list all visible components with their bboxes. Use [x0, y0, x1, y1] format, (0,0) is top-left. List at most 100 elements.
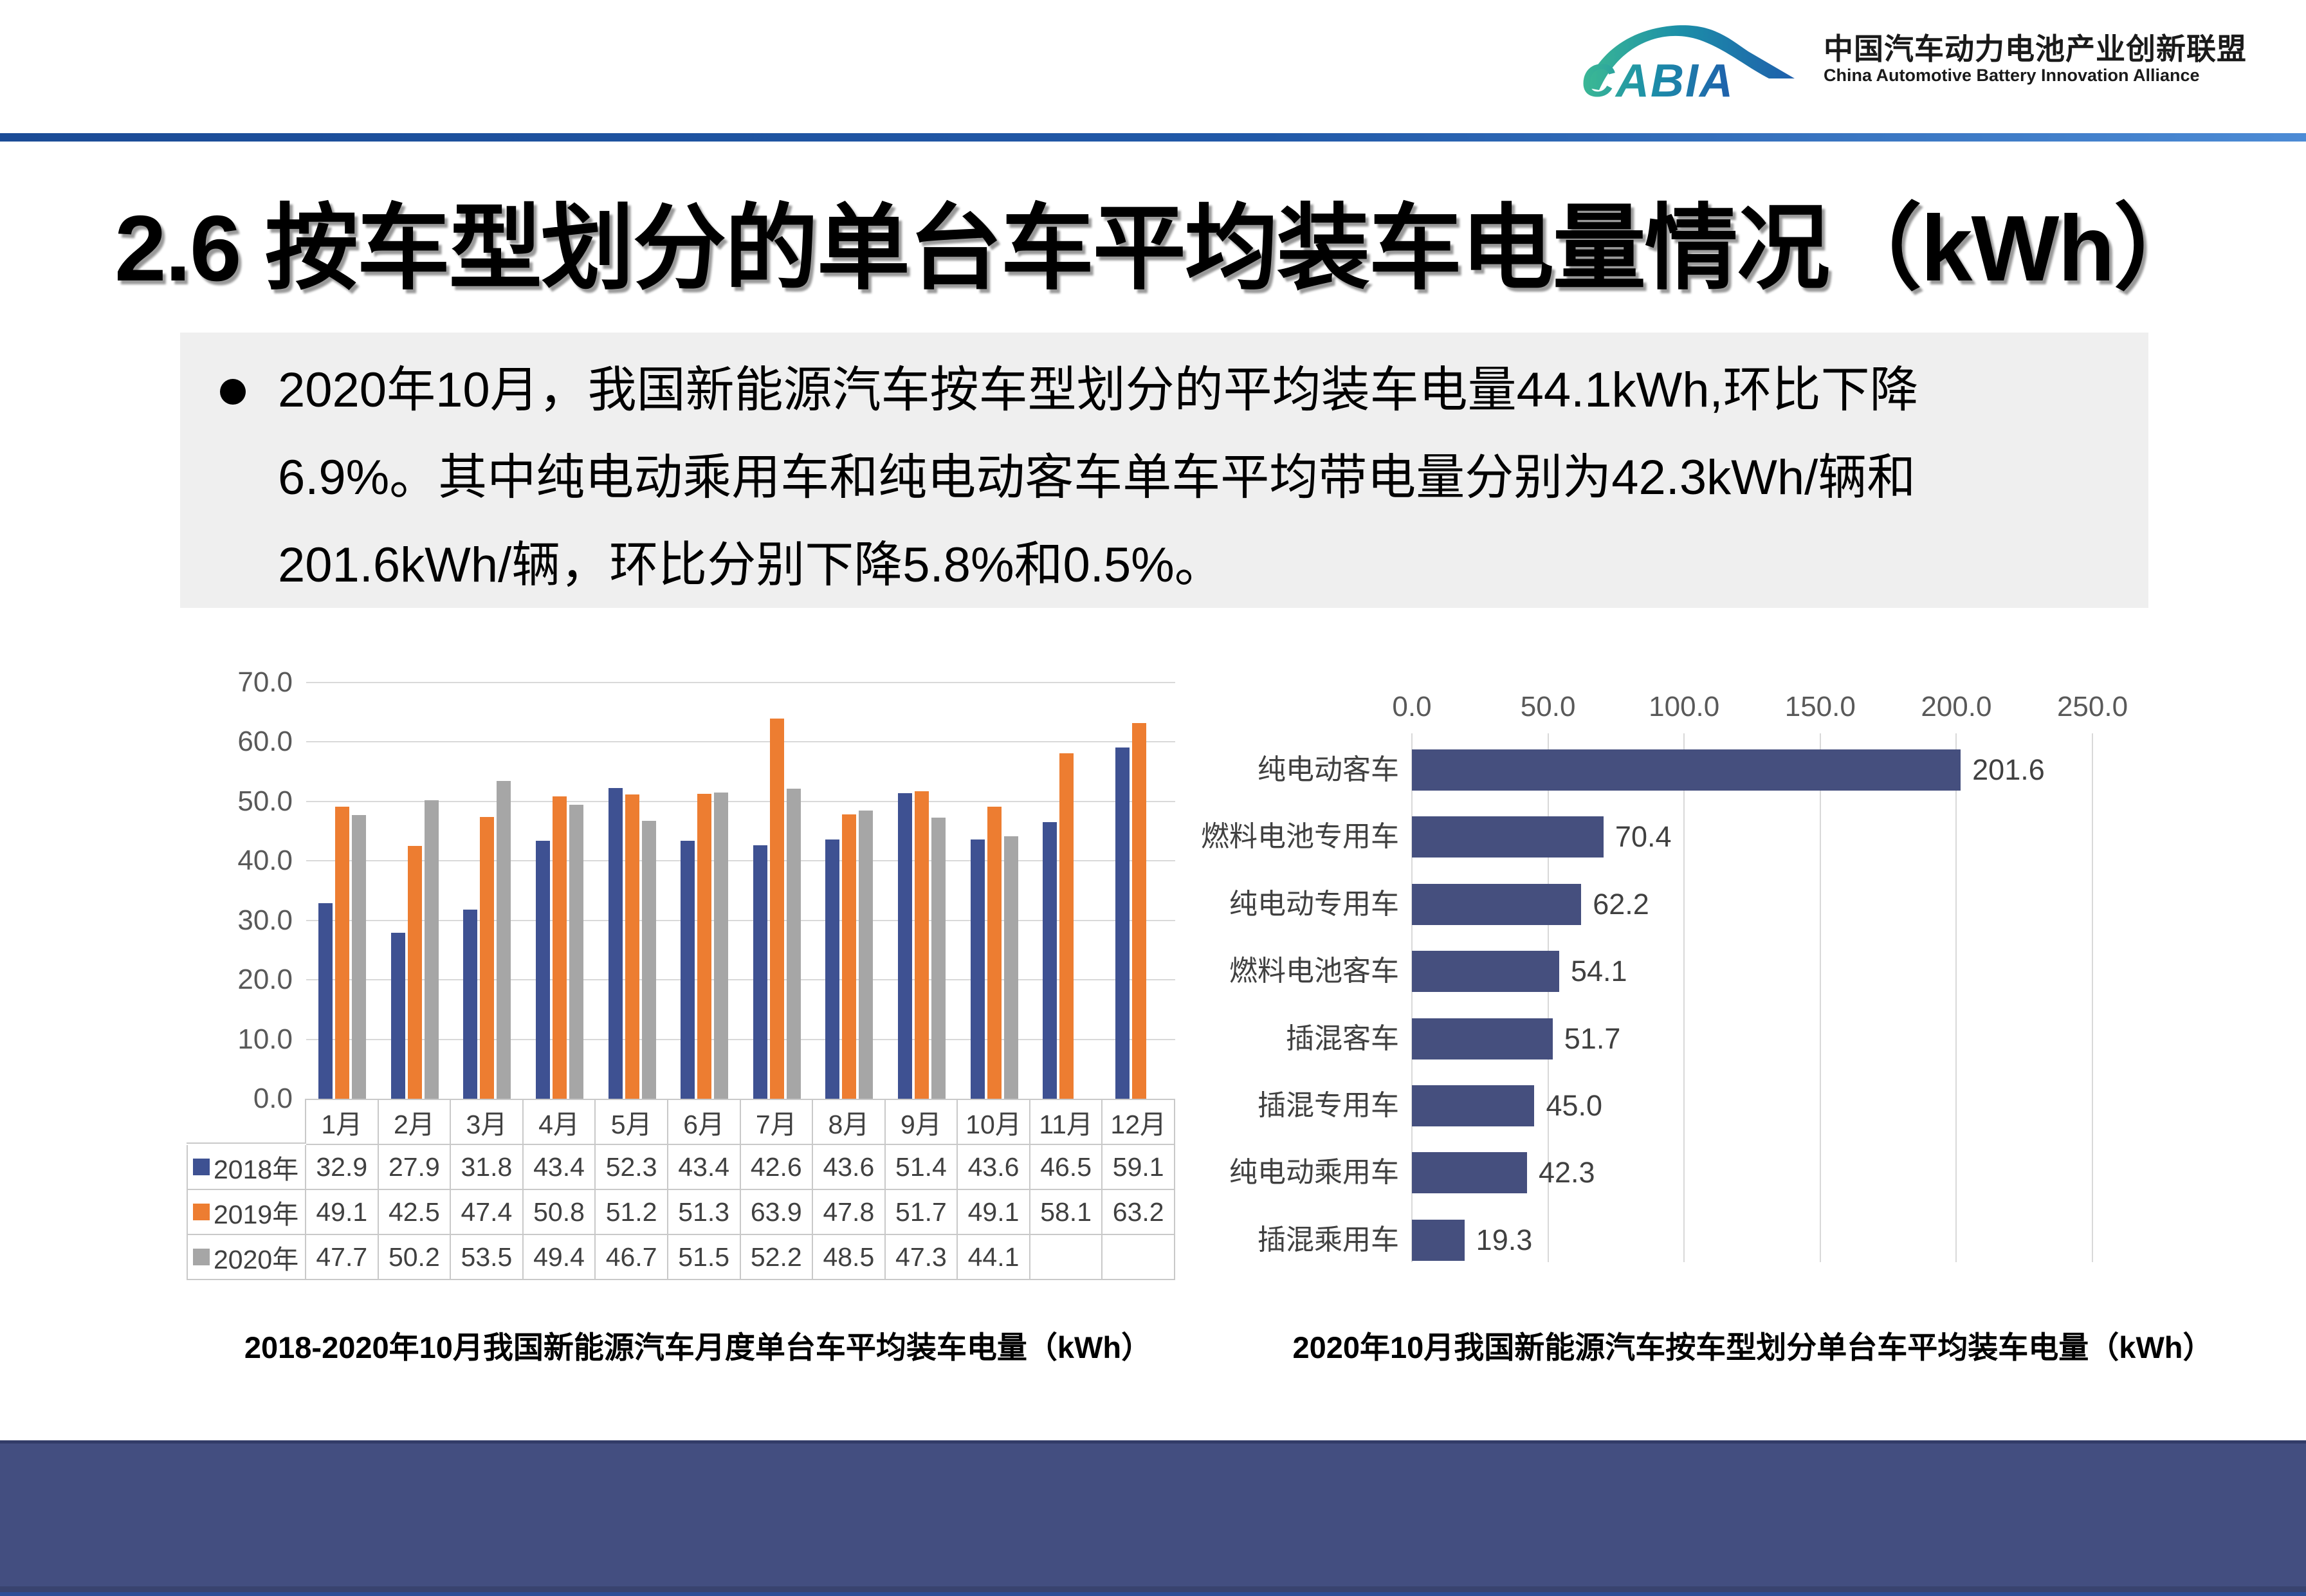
chart-caption-right: 2020年10月我国新能源汽车按车型划分单台车平均装车电量（kWh）: [1292, 1330, 2213, 1364]
y-axis-tick-label: 70.0: [237, 666, 293, 698]
table-value-cell: [1030, 1235, 1103, 1280]
bar-2019年-9月: [914, 791, 929, 1099]
category-label: 燃料电池客车: [1229, 955, 1399, 987]
gridline: [306, 741, 1175, 743]
x-axis-tick-label: 250.0: [2056, 691, 2128, 722]
table-value-cell: 63.2: [1103, 1190, 1175, 1235]
bar-2019年-10月: [987, 807, 1002, 1099]
month-header-cell: 10月: [958, 1099, 1030, 1145]
table-value-cell: 58.1: [1030, 1190, 1103, 1235]
value-label: 62.2: [1593, 887, 1649, 921]
category-label: 燃料电池专用车: [1201, 821, 1399, 853]
monthly-chart-plot: [306, 669, 1175, 1099]
table-value-cell: 63.9: [740, 1190, 814, 1235]
header: CABIA 中国汽车动力电池产业创新联盟 China Automotive Ba…: [0, 0, 2306, 133]
bar-纯电动客车: [1412, 749, 1961, 791]
bar-2020年-4月: [569, 805, 584, 1099]
bar-2018年-2月: [390, 933, 405, 1099]
table-value-cell: 43.6: [958, 1145, 1030, 1190]
bar-2019年-4月: [553, 796, 567, 1099]
table-value-cell: 48.5: [813, 1235, 886, 1280]
value-label: 42.3: [1539, 1156, 1595, 1189]
table-value-cell: 51.2: [596, 1190, 668, 1235]
gridline: [306, 800, 1175, 802]
month-header-cell: 12月: [1103, 1099, 1175, 1145]
bar-插混客车: [1412, 1018, 1553, 1059]
bar-2018年-4月: [536, 840, 551, 1099]
gridline: [1955, 733, 1957, 1262]
month-header-cell: 2月: [378, 1099, 452, 1145]
series-name: 2019年: [214, 1200, 299, 1229]
table-value-cell: 59.1: [1103, 1145, 1175, 1190]
category-label: 插混专用车: [1258, 1090, 1399, 1121]
x-axis-tick-label: 150.0: [1784, 691, 1856, 722]
bar-2018年-9月: [897, 793, 912, 1099]
table-value-cell: 51.5: [668, 1235, 741, 1280]
bar-燃料电池客车: [1412, 951, 1559, 993]
bar-2018年-7月: [753, 845, 767, 1099]
bar-2020年-2月: [424, 800, 439, 1099]
month-header-cell: 5月: [596, 1099, 668, 1145]
gridline: [306, 979, 1175, 981]
legend-swatch: [193, 1249, 210, 1265]
table-value-cell: 49.4: [523, 1235, 596, 1280]
table-value-cell: 51.3: [668, 1190, 741, 1235]
type-chart: 0.0 50.0 100.0 150.0 200.0 250.0 纯电动客车 201.6 燃料电…: [1201, 682, 2232, 1287]
month-header-cell: 1月: [306, 1099, 379, 1145]
gridline: [1547, 733, 1549, 1262]
bar-2019年-3月: [480, 816, 495, 1099]
table-value-cell: 31.8: [451, 1145, 524, 1190]
footer: [0, 1440, 2306, 1596]
bar-燃料电池专用车: [1412, 816, 1604, 858]
bar-2018年-11月: [1043, 822, 1057, 1099]
monthly-chart: 0.0 10.0 20.0 30.0 40.0 50.0 60.0 70.0 1月 2月 3月 4月…: [187, 666, 1190, 1280]
bar-2019年-8月: [842, 814, 857, 1099]
series-label-cell: 2020年: [187, 1235, 306, 1280]
bar-2018年-8月: [825, 839, 840, 1099]
bar-2020年-8月: [859, 810, 874, 1099]
bar-2020年-6月: [714, 793, 729, 1099]
table-value-cell: 50.2: [378, 1235, 452, 1280]
y-axis-tick-label: 20.0: [237, 964, 293, 996]
category-label: 纯电动专用车: [1229, 888, 1399, 920]
legend-swatch: [193, 1204, 210, 1220]
summary-line: 2020年10月，我国新能源汽车按车型划分的平均装车电量44.1kWh,环比下降: [278, 363, 1919, 417]
logo-text: CABIA: [1581, 55, 1734, 107]
x-axis-tick-label: 100.0: [1649, 691, 1720, 722]
table-value-cell: 51.4: [885, 1145, 958, 1190]
month-header-cell: 7月: [740, 1099, 814, 1145]
bar-2018年-3月: [463, 910, 478, 1099]
value-label: 51.7: [1564, 1022, 1621, 1055]
gridline: [2092, 733, 2093, 1262]
table-value-cell: 47.7: [306, 1235, 379, 1280]
summary-text: 2020年10月，我国新能源汽车按车型划分的平均装车电量44.1kWh,环比下降…: [278, 347, 1919, 609]
cabia-logo: CABIA 中国汽车动力电池产业创新联盟 China Automotive Ba…: [1576, 12, 2246, 124]
bar-2020年-1月: [352, 815, 367, 1099]
series-label-cell: 2018年: [187, 1145, 306, 1190]
value-label: 54.1: [1570, 955, 1627, 988]
bar-插混专用车: [1412, 1085, 1535, 1126]
car-swoosh-icon: CABIA: [1581, 25, 1795, 107]
table-value-cell: [1103, 1235, 1175, 1280]
bar-2019年-5月: [625, 794, 639, 1099]
table-value-cell: 32.9: [306, 1145, 379, 1190]
table-value-cell: 27.9: [378, 1145, 452, 1190]
chart-caption-left: 2018-2020年10月我国新能源汽车月度单台车平均装车电量（kWh）: [244, 1330, 1152, 1364]
bar-2019年-1月: [335, 807, 350, 1099]
table-value-cell: 47.4: [451, 1190, 524, 1235]
category-label: 插混乘用车: [1258, 1224, 1399, 1256]
bar-2020年-7月: [786, 788, 801, 1099]
summary-line: 201.6kWh/辆，环比分别下降5.8%和0.5%。: [278, 538, 1223, 592]
bar-2018年-10月: [970, 839, 985, 1099]
table-value-cell: 43.4: [668, 1145, 741, 1190]
bar-2019年-2月: [407, 846, 422, 1099]
bar-2020年-9月: [931, 817, 946, 1099]
month-header-cell: 6月: [668, 1099, 741, 1145]
bar-纯电动乘用车: [1412, 1152, 1527, 1194]
legend-swatch: [193, 1159, 210, 1175]
category-label: 纯电动客车: [1258, 754, 1399, 785]
x-axis-tick-label: 0.0: [1392, 691, 1432, 722]
table-value-cell: 46.7: [596, 1235, 668, 1280]
series-name: 2020年: [214, 1245, 299, 1274]
bar-2019年-11月: [1059, 753, 1074, 1099]
